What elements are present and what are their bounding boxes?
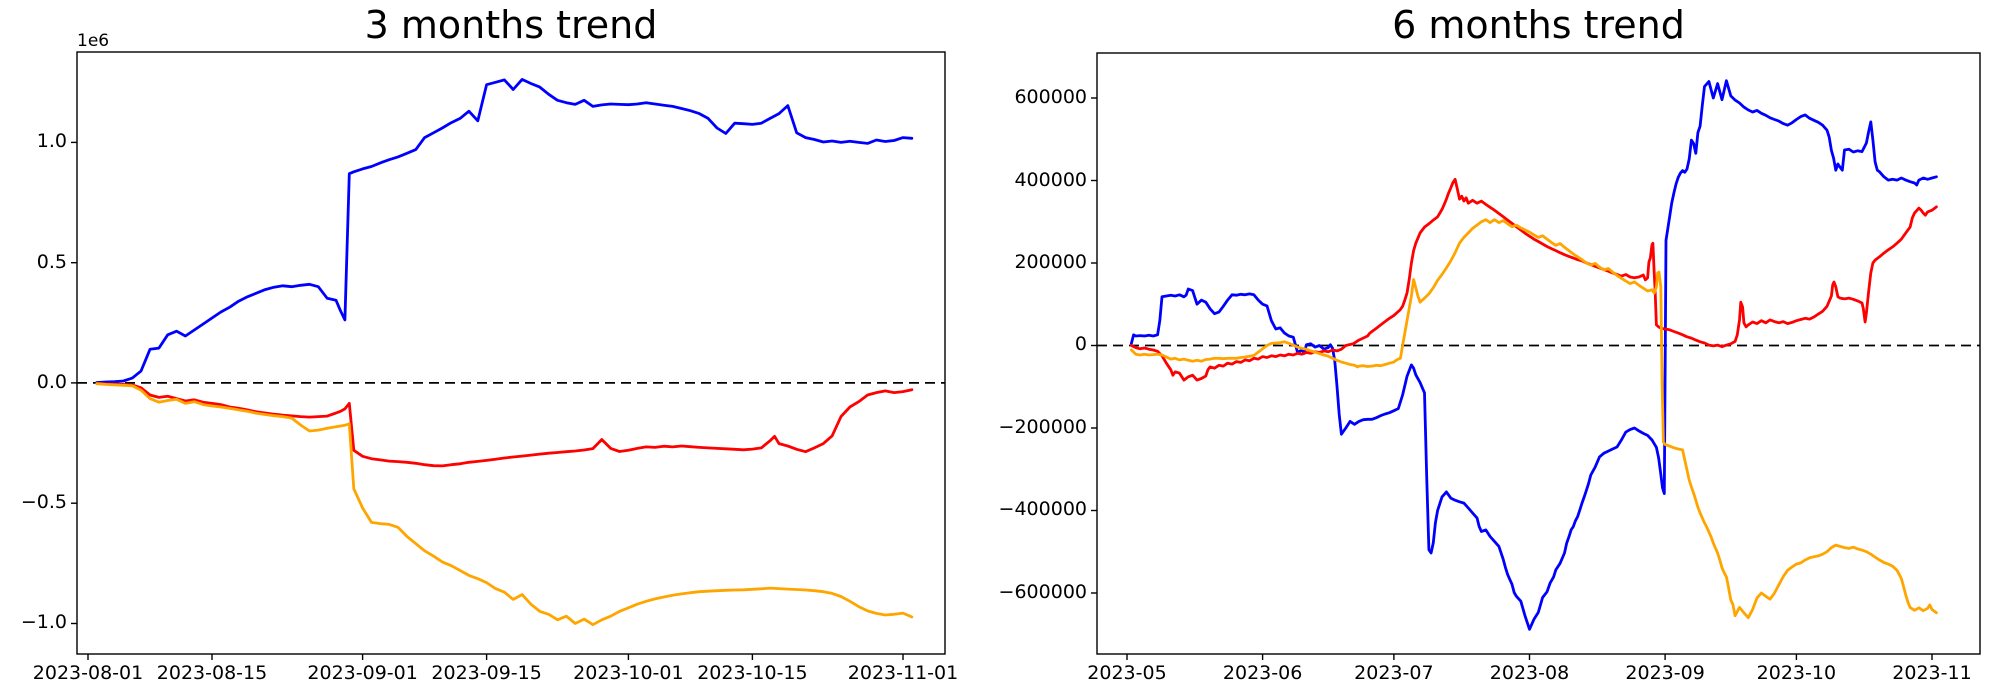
y-axis-offset-label: 1e6 — [77, 31, 110, 51]
x-tick-label: 2023-10-15 — [697, 662, 808, 684]
x-tick-label: 2023-11-01 — [847, 662, 959, 684]
chart-title-3-months: 3 months trend — [364, 3, 658, 47]
series-line-blue — [1130, 79, 1938, 631]
y-tick-label: 400000 — [1014, 168, 1087, 191]
y-tick-label: −400000 — [998, 498, 1087, 521]
x-tick-label: 2023-08-01 — [32, 662, 144, 684]
y-tick-label: 1.0 — [36, 130, 67, 153]
series-line-red — [95, 381, 914, 468]
y-tick-label: 0.5 — [36, 250, 67, 273]
plot-area-6-months — [1091, 52, 1981, 660]
series-line-blue — [95, 77, 914, 384]
plot-border — [1096, 52, 1981, 655]
y-tick-label: −200000 — [998, 415, 1087, 438]
x-tick-label: 2023-11 — [1892, 662, 1972, 684]
x-tick-label: 2023-09 — [1625, 662, 1705, 684]
y-tick-label: 0 — [1074, 333, 1087, 356]
x-tick-label: 2023-10-01 — [573, 662, 684, 684]
y-tick-label: −1.0 — [20, 611, 67, 634]
x-tick-label: 2023-08 — [1489, 662, 1570, 684]
x-tick-label: 2023-07 — [1354, 662, 1434, 684]
y-tick-label: −0.5 — [20, 491, 67, 514]
y-tick-label: 0.0 — [36, 370, 67, 393]
y-tick-label: −600000 — [998, 580, 1087, 603]
chart-title-6-months: 6 months trend — [1392, 3, 1685, 47]
plot-area-3-months — [71, 51, 946, 660]
series-line-orange — [95, 382, 914, 627]
y-tick-label: 200000 — [1014, 250, 1087, 273]
x-tick-label: 2023-09-01 — [307, 662, 418, 684]
x-tick-label: 2023-10 — [1756, 662, 1837, 684]
x-tick-label: 2023-05 — [1087, 662, 1167, 684]
series-line-orange — [1130, 218, 1938, 620]
y-tick-label: 600000 — [1014, 86, 1087, 108]
x-tick-label: 2023-08-15 — [156, 662, 268, 684]
series-line-red — [1130, 177, 1938, 382]
x-tick-label: 2023-06 — [1222, 662, 1303, 684]
x-tick-label: 2023-09-15 — [431, 662, 542, 684]
plot-border — [76, 51, 946, 655]
